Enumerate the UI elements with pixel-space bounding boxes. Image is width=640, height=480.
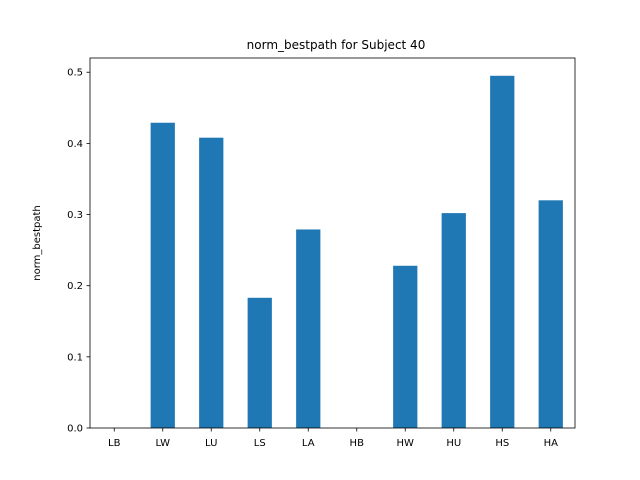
bar-HW xyxy=(393,265,418,428)
chart-title: norm_bestpath for Subject 40 xyxy=(247,38,426,52)
bars-group xyxy=(150,75,563,429)
plot-frame xyxy=(89,57,576,429)
x-tick-label: LW xyxy=(155,438,170,449)
x-axis: LB LW LU LS LA HB HW HU HS HA xyxy=(108,428,558,449)
y-axis-label: norm_bestpath xyxy=(32,205,43,281)
y-tick-label: 0.1 xyxy=(67,352,83,363)
x-tick-label: LU xyxy=(205,438,217,449)
x-tick-label: HW xyxy=(397,438,415,449)
y-axis: 0.0 0.1 0.2 0.3 0.4 0.5 xyxy=(67,68,90,435)
y-tick-label: 0.0 xyxy=(67,424,83,435)
x-tick-label: LS xyxy=(254,438,266,449)
x-tick-label: LA xyxy=(302,438,315,449)
x-tick-label: HA xyxy=(544,438,559,449)
y-tick-label: 0.4 xyxy=(67,139,83,150)
x-tick-label: HU xyxy=(446,438,461,449)
bar-HA xyxy=(538,200,563,428)
y-tick-label: 0.3 xyxy=(67,210,83,221)
y-tick-label: 0.5 xyxy=(67,68,83,79)
bar-LA xyxy=(296,229,321,428)
bar-LS xyxy=(247,297,272,428)
x-tick-label: HS xyxy=(495,438,509,449)
y-tick-label: 0.2 xyxy=(67,281,83,292)
bar-LW xyxy=(150,122,175,428)
x-tick-label: HB xyxy=(350,438,365,449)
bar-HS xyxy=(490,75,515,429)
bar-LU xyxy=(199,137,224,428)
x-tick-label: LB xyxy=(108,438,121,449)
bar-HU xyxy=(441,213,466,428)
